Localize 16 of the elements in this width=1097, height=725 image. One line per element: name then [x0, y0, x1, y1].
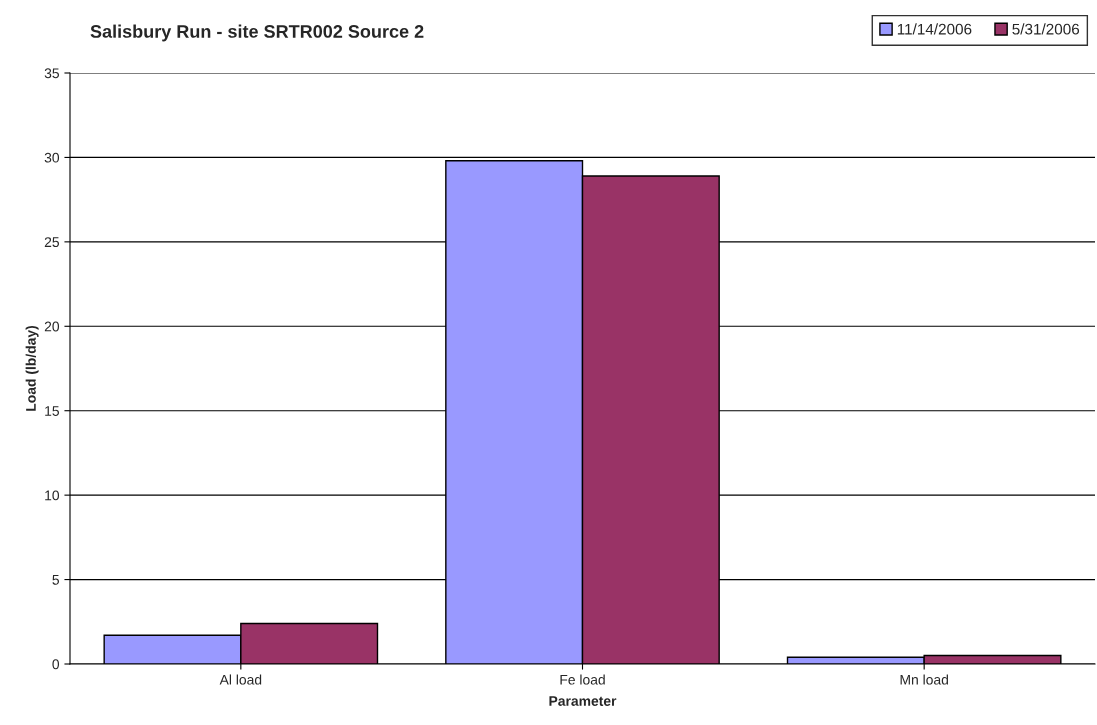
- chart-title: Salisbury Run - site SRTR002 Source 2: [90, 24, 424, 42]
- legend-label: 5/31/2006: [1012, 23, 1080, 35]
- x-axis-title: Parameter: [549, 696, 617, 706]
- x-tick-label: Mn load: [900, 674, 948, 685]
- y-tick-label: 20: [44, 321, 60, 332]
- y-tick-label: 10: [45, 490, 60, 501]
- y-axis-title: Load (lb/day): [25, 325, 39, 411]
- legend-label: 11/14/2006: [897, 23, 972, 35]
- x-tick-label: Fe load: [560, 674, 605, 685]
- y-tick-label: 30: [44, 152, 60, 163]
- y-tick-label: 5: [52, 575, 59, 585]
- y-tick-label: 15: [45, 406, 59, 416]
- y-tick-label: 25: [44, 237, 59, 248]
- y-tick-label: 35: [44, 68, 59, 79]
- x-tick-label: Al load: [219, 674, 262, 685]
- y-tick-label: 0: [52, 659, 60, 670]
